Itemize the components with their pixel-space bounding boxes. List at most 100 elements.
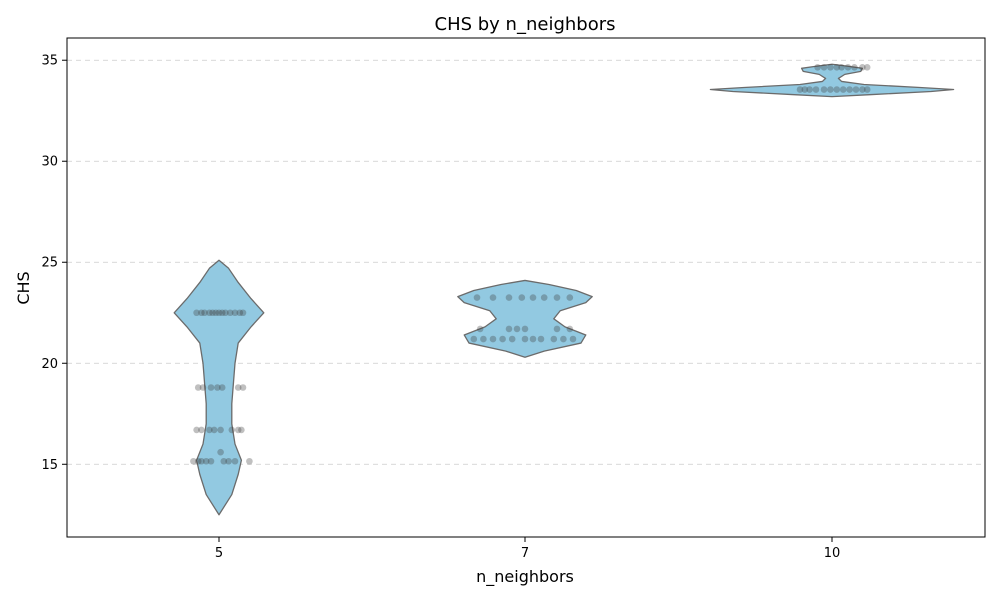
data-point [214, 384, 221, 391]
data-point [238, 426, 245, 434]
data-point [470, 335, 478, 343]
violin-7 [457, 279, 593, 358]
data-point [217, 448, 224, 456]
data-point [569, 335, 577, 343]
x-tick-label: 7 [521, 546, 529, 561]
data-point [820, 86, 828, 93]
data-point [863, 86, 871, 93]
y-tick-label: 20 [41, 357, 58, 372]
data-point [553, 325, 561, 333]
data-point [489, 335, 497, 343]
data-point [234, 384, 242, 391]
violin-5 [173, 259, 265, 516]
data-point [231, 309, 239, 317]
data-point [231, 457, 239, 465]
data-point [193, 426, 200, 434]
data-point [207, 457, 215, 465]
data-point [529, 294, 537, 301]
data-point [239, 309, 247, 317]
data-point [529, 335, 537, 343]
data-point [476, 325, 484, 333]
data-point [473, 294, 481, 301]
data-point [537, 335, 545, 343]
data-point [199, 384, 207, 391]
data-point [202, 457, 210, 465]
data-point [222, 309, 229, 317]
data-point [863, 63, 871, 71]
data-point [806, 86, 813, 93]
data-point [505, 294, 513, 301]
data-point [801, 86, 809, 93]
data-point [206, 309, 213, 317]
data-point [550, 335, 558, 343]
data-point [194, 457, 202, 465]
data-point [190, 457, 197, 465]
data-point [833, 63, 841, 71]
data-point [540, 294, 548, 301]
data-point [833, 86, 841, 93]
data-point [198, 426, 205, 434]
data-point [228, 426, 236, 434]
data-point [566, 294, 574, 301]
data-point [560, 335, 567, 343]
y-axis-ticks: 15 20 25 30 35 [41, 54, 67, 473]
x-axis-ticks: 5 7 10 [215, 537, 840, 561]
data-point [209, 309, 216, 317]
data-point [236, 309, 244, 317]
data-point [846, 86, 853, 93]
data-point [851, 63, 858, 71]
data-point [207, 384, 215, 391]
violin-10 [709, 63, 955, 98]
data-point [217, 426, 224, 434]
data-point [859, 63, 866, 71]
data-point [234, 426, 242, 434]
data-point [513, 325, 521, 333]
data-point [521, 335, 529, 343]
x-tick-label: 10 [824, 546, 841, 561]
data-point [566, 325, 574, 333]
data-point [814, 63, 821, 71]
data-point [198, 309, 205, 317]
data-point [839, 86, 847, 93]
data-point [820, 63, 828, 71]
data-point [489, 294, 497, 301]
y-tick-label: 25 [41, 256, 58, 271]
data-point [246, 457, 253, 465]
data-point [210, 426, 218, 434]
y-tick-label: 35 [41, 54, 58, 69]
data-point [827, 63, 834, 71]
plot-frame [66, 37, 986, 538]
data-point [239, 384, 247, 391]
data-point [499, 335, 506, 343]
data-point [838, 63, 845, 71]
data-point [521, 325, 529, 333]
data-point [796, 86, 804, 93]
grid-layer [67, 59, 985, 465]
data-point [480, 335, 487, 343]
data-point [194, 384, 202, 391]
data-point [215, 309, 223, 317]
data-point [844, 63, 852, 71]
data-point [859, 86, 866, 93]
data-point [225, 457, 232, 465]
data-point [812, 86, 820, 93]
data-point [827, 86, 834, 93]
data-point [508, 335, 516, 343]
y-tick-label: 30 [41, 155, 58, 170]
data-point [218, 309, 226, 317]
x-axis-label: n_neighbors [476, 567, 574, 587]
data-point [201, 309, 208, 317]
data-point [226, 309, 234, 317]
data-point [553, 294, 561, 301]
violin-layer [173, 63, 955, 516]
y-tick-label: 15 [41, 458, 58, 473]
data-point [193, 309, 200, 317]
data-point [206, 426, 213, 434]
data-point [518, 294, 526, 301]
data-point [852, 86, 860, 93]
y-axis-label: CHS [14, 271, 33, 304]
data-point [220, 457, 228, 465]
data-point [505, 325, 513, 333]
